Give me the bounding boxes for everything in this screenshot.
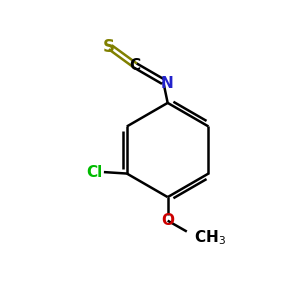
Text: N: N [160,76,173,91]
Text: O: O [161,213,174,228]
Text: C: C [130,58,141,73]
Text: Cl: Cl [86,165,103,180]
Text: S: S [103,38,115,56]
Text: CH$_3$: CH$_3$ [194,228,226,247]
